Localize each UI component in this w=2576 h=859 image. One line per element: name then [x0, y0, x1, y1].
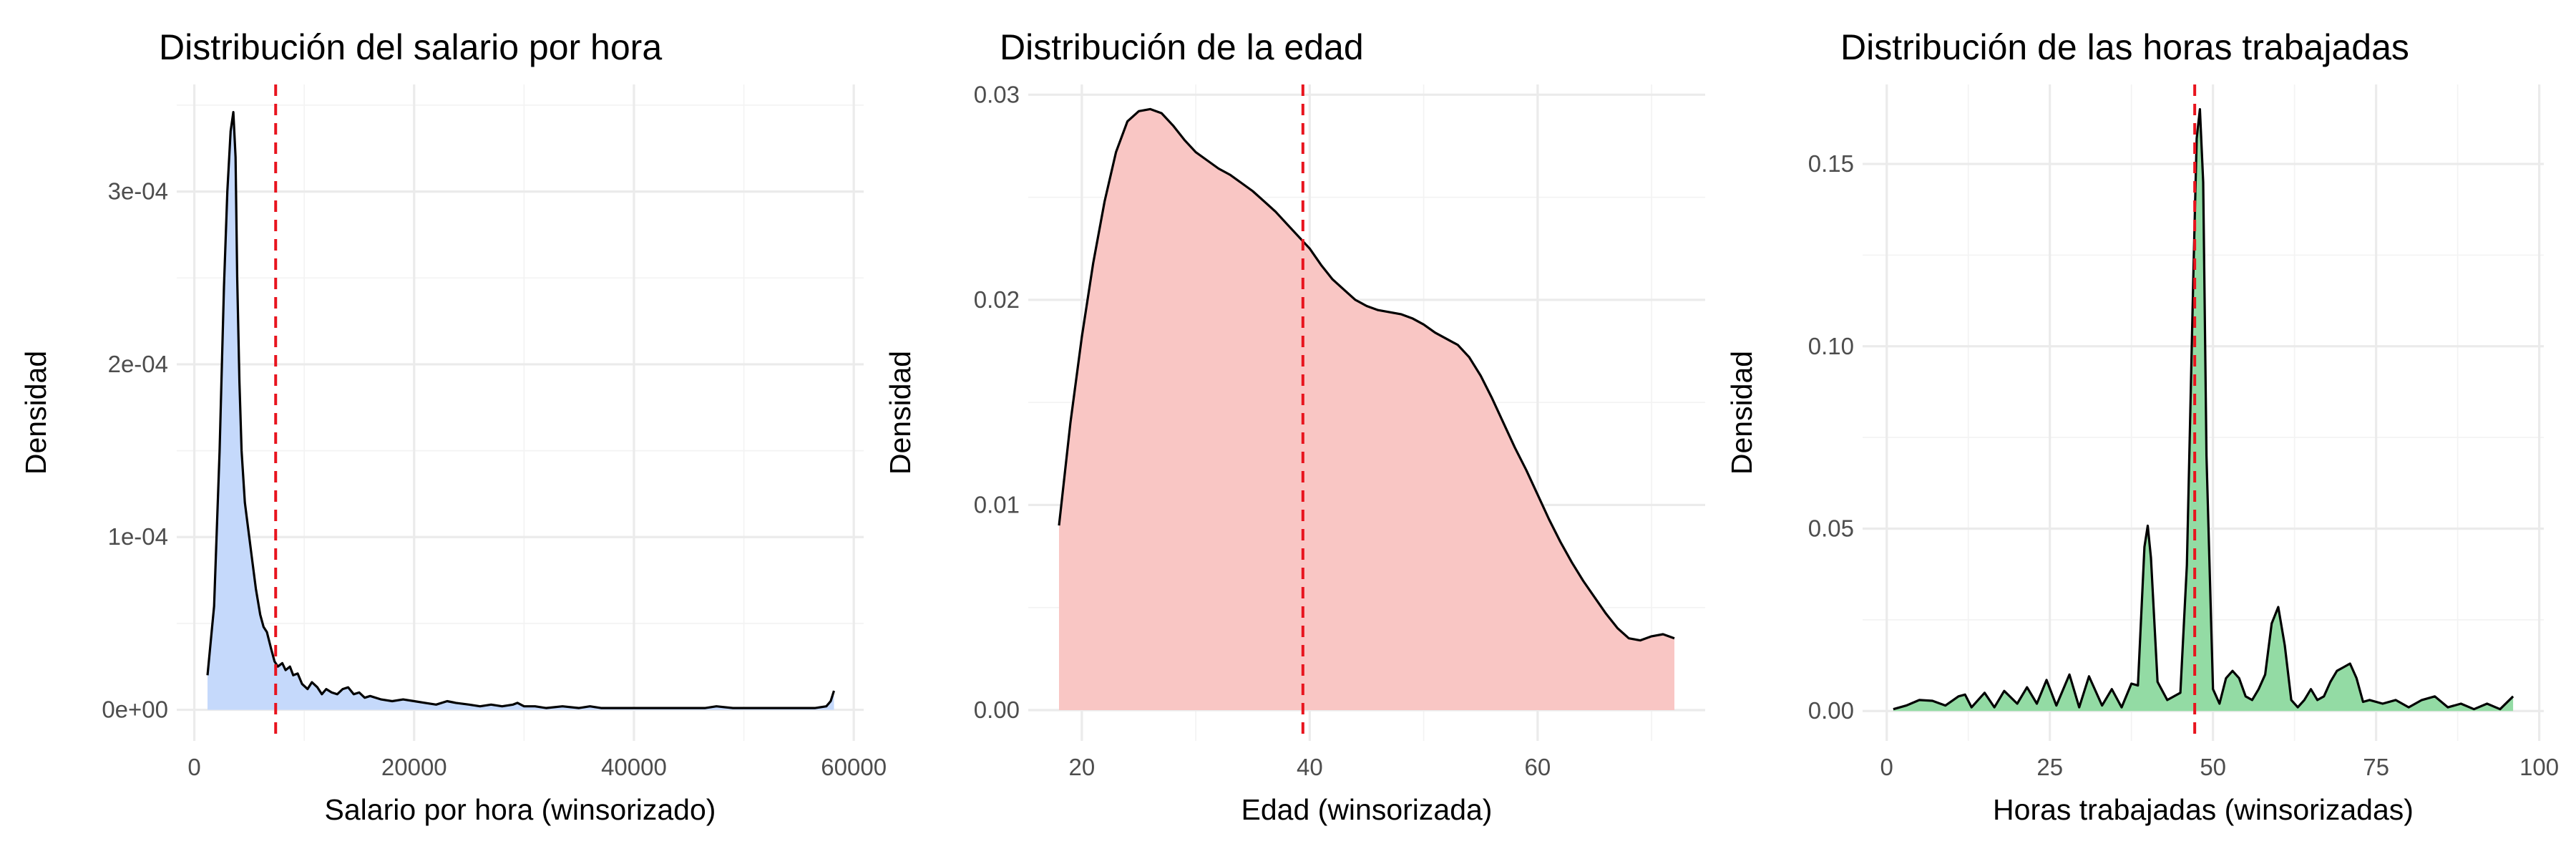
age-y-tick-label-3: 0.03	[974, 81, 1020, 107]
age-density-area	[1059, 109, 1674, 710]
salary-density-area	[208, 112, 834, 710]
age-y-tick-label-1: 0.01	[974, 491, 1020, 518]
age-y-axis-title: Densidad	[884, 351, 917, 475]
hours-y-tick-label-0: 0.00	[1808, 697, 1854, 724]
hours-y-tick-label-1: 0.05	[1808, 515, 1854, 542]
age-x-tick-label-0: 20	[1068, 754, 1095, 780]
age-panel-title: Distribución de la edad	[1000, 27, 1364, 67]
hours-x-tick-label-4: 100	[2519, 754, 2559, 780]
age-y-tick-label-2: 0.02	[974, 286, 1020, 313]
hours-density-area	[1893, 109, 2514, 712]
salary-y-tick-label-2: 2e-04	[108, 351, 168, 377]
salary-x-tick-label-0: 0	[187, 754, 200, 780]
hours-x-tick-label-1: 25	[2036, 754, 2063, 780]
age-density-line	[1058, 107, 1675, 642]
salary-x-axis-title: Salario por hora (winsorizado)	[325, 793, 716, 826]
salary-density-panel: 0 20000 40000 60000 0e+00 1e-04 2e-04 3e-04 Dist…	[19, 27, 887, 826]
salary-panel-title: Distribución del salario por hora	[159, 27, 662, 67]
hours-y-tick-label-3: 0.15	[1808, 150, 1854, 177]
salary-y-tick-label-0: 0e+00	[102, 697, 168, 723]
age-density-panel: 20 40 60 0.00 0.01 0.02 0.03 Distribución de la…	[884, 27, 1705, 826]
hours-y-tick-label-2: 0.10	[1808, 333, 1854, 359]
age-x-tick-label-1: 40	[1297, 754, 1323, 780]
salary-density-line	[206, 111, 836, 709]
salary-y-tick-label-1: 1e-04	[108, 523, 168, 550]
salary-x-tick-label-3: 60000	[821, 754, 887, 780]
salary-y-axis-title: Densidad	[19, 351, 52, 475]
hours-x-tick-label-2: 50	[2200, 754, 2226, 780]
age-y-tick-label-0: 0.00	[974, 697, 1020, 723]
hours-y-axis-title: Densidad	[1725, 351, 1758, 475]
age-x-tick-label-2: 60	[1525, 754, 1551, 780]
hours-x-tick-label-0: 0	[1880, 754, 1893, 780]
hours-density-panel: 0 25 50 75 100 0.00 0.05 0.10 0.15 Distribución d…	[1725, 27, 2559, 826]
age-x-axis-title: Edad (winsorizada)	[1241, 793, 1493, 826]
hours-x-tick-label-3: 75	[2363, 754, 2389, 780]
salary-x-tick-label-2: 40000	[601, 754, 667, 780]
hours-panel-title: Distribución de las horas trabajadas	[1840, 27, 2409, 67]
salary-x-tick-label-1: 20000	[381, 754, 447, 780]
hours-x-axis-title: Horas trabajadas (winsorizadas)	[1993, 793, 2414, 826]
salary-y-tick-label-3: 3e-04	[108, 178, 168, 205]
hours-density-line	[1893, 108, 2514, 711]
